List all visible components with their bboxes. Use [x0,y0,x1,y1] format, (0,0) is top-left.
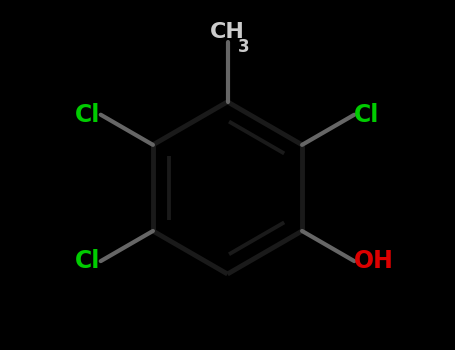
Text: Cl: Cl [354,103,379,127]
Text: Cl: Cl [76,103,101,127]
Text: CH: CH [210,22,245,42]
Text: Cl: Cl [76,249,101,273]
Text: 3: 3 [238,38,250,56]
Text: OH: OH [354,249,394,273]
